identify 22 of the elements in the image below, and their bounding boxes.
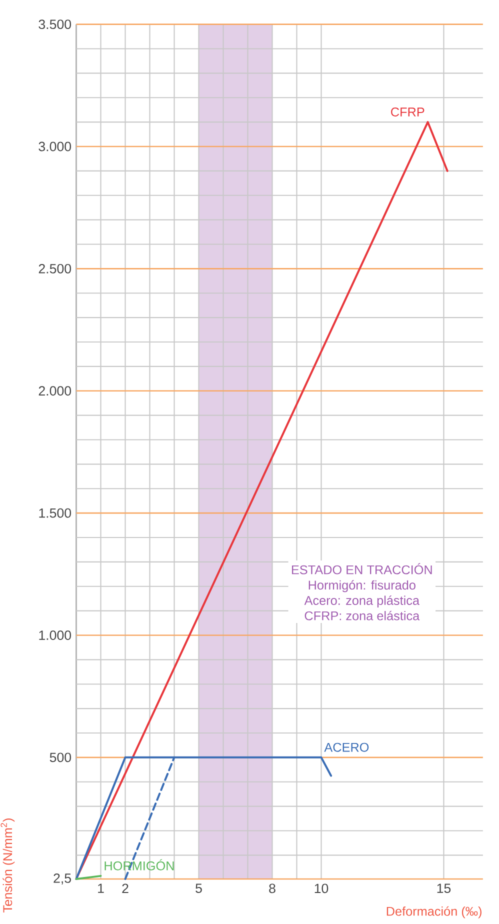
y-tick-label: 2.500 [38, 264, 72, 274]
annotation: Hormigón: fisurado [308, 580, 416, 592]
series-label: CFRP [391, 108, 424, 116]
y-tick-label: 2,5 [54, 873, 71, 885]
annotation: ESTADO EN TRACCIÓN [292, 563, 432, 574]
series-label: ACERO [324, 742, 369, 752]
y-tick-label: 1.000 [39, 630, 72, 640]
x-tick-label: 1 [98, 884, 104, 893]
y-tick-label: 2.000 [38, 386, 72, 396]
y-tick-label: 1.500 [39, 508, 72, 518]
y-tick-label: 3.000 [38, 142, 72, 152]
x-tick-label: 2 [122, 884, 128, 894]
x-axis-title: Deformación (‰) [386, 906, 482, 918]
annotation: CFRP: zona elástica [304, 610, 420, 620]
x-tick-label: 5 [196, 884, 202, 893]
y-tick-label: 500 [50, 752, 72, 762]
y-axis-title: Tensión (N/mm$^{2}$) [0, 818, 15, 912]
y-tick-label: 3.500 [38, 20, 72, 30]
x-tick-label: 8 [269, 884, 276, 894]
x-tick-label: 10 [314, 884, 328, 894]
x-tick-label: 15 [437, 884, 451, 893]
annotation: Acero: zona plástica [304, 596, 420, 608]
